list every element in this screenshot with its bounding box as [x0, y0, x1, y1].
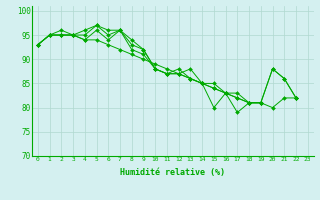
- X-axis label: Humidité relative (%): Humidité relative (%): [120, 168, 225, 177]
